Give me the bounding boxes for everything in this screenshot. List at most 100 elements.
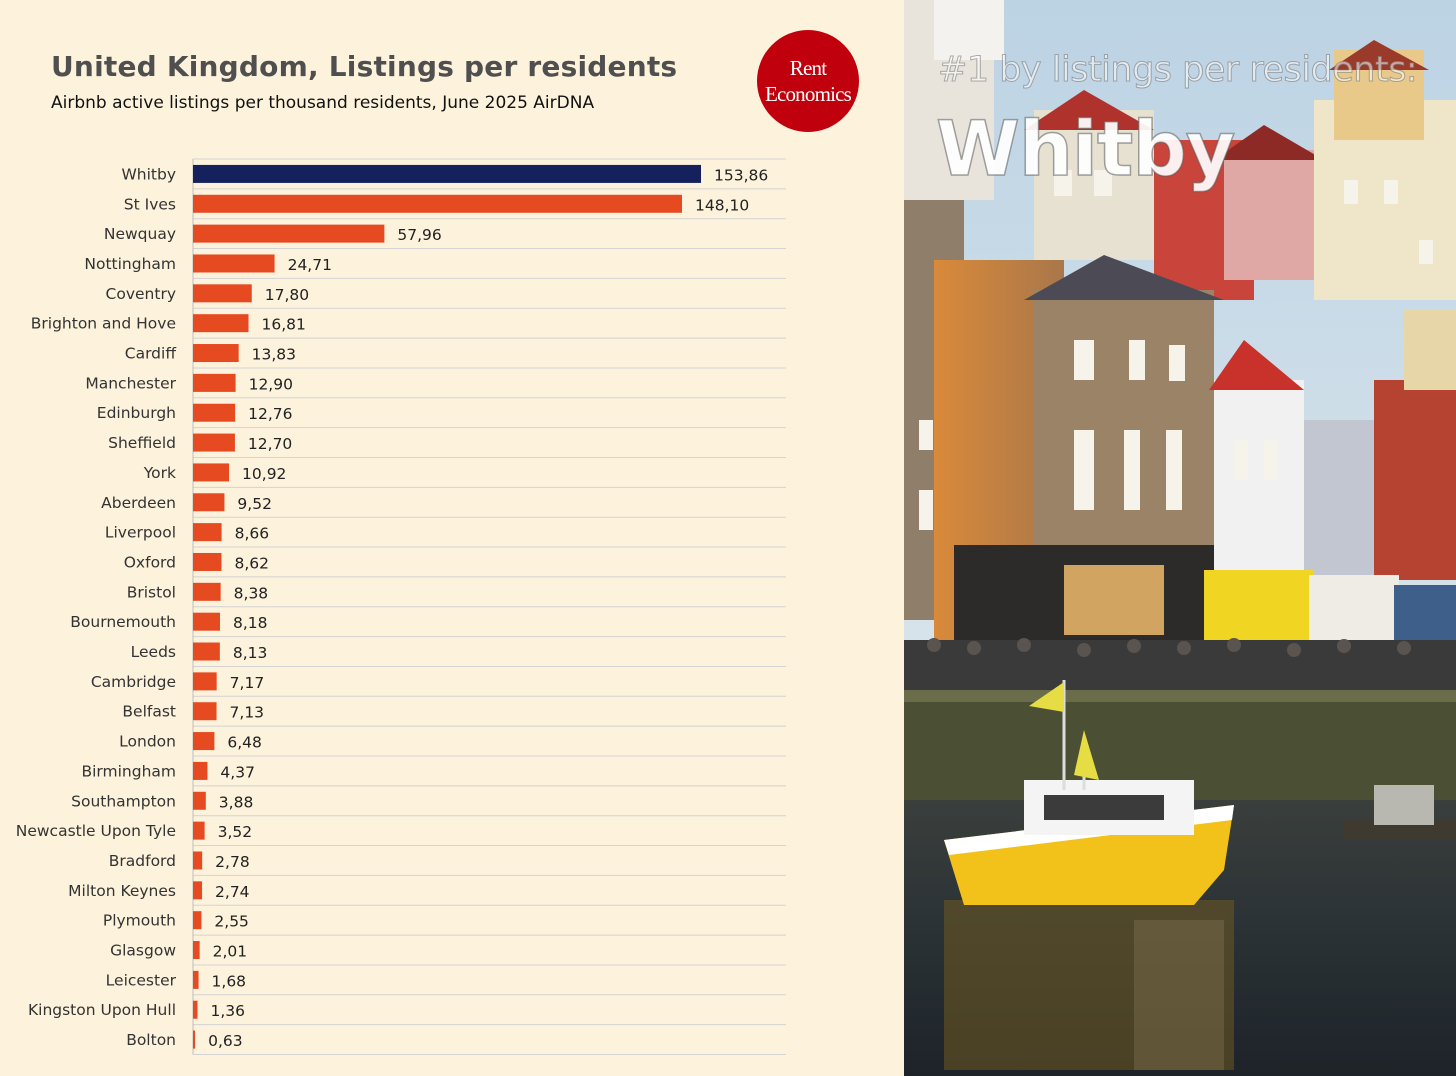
category-label: Bradford xyxy=(109,852,176,870)
category-label: Liverpool xyxy=(105,524,176,542)
bar-22 xyxy=(193,821,205,840)
value-label: 9,52 xyxy=(237,495,272,513)
category-label: Aberdeen xyxy=(101,494,176,512)
bar-29 xyxy=(193,1030,196,1049)
value-label: 12,76 xyxy=(248,405,292,423)
category-label: York xyxy=(143,464,176,482)
rent-economics-logo: Rent Economics xyxy=(757,30,859,132)
bar-12 xyxy=(193,523,222,542)
value-label: 8,13 xyxy=(233,644,268,662)
bar-21 xyxy=(193,791,206,810)
category-label: Cardiff xyxy=(125,345,177,363)
bar-28 xyxy=(193,1000,198,1019)
category-label: Plymouth xyxy=(103,912,176,930)
bar-23 xyxy=(193,851,203,870)
value-label: 148,10 xyxy=(695,196,749,214)
category-label: Nottingham xyxy=(84,255,176,273)
category-label: Manchester xyxy=(85,374,176,392)
bar-chart: Whitby 153,86 St Ives 148,10 Newquay 57,96 Not… xyxy=(16,158,786,1055)
bar-14 xyxy=(193,582,221,601)
value-label: 7,17 xyxy=(230,674,265,692)
category-label: London xyxy=(119,733,176,751)
value-label: 7,13 xyxy=(230,704,265,722)
bar-5 xyxy=(193,314,249,333)
value-label: 24,71 xyxy=(288,256,332,274)
bar-9 xyxy=(193,433,235,452)
category-label: St Ives xyxy=(124,195,176,213)
logo-line-1: Rent xyxy=(789,56,827,80)
category-label: Leeds xyxy=(131,643,176,661)
bar-1 xyxy=(193,194,682,213)
category-label: Southampton xyxy=(71,792,176,810)
logo-line-2: Economics xyxy=(764,82,852,106)
category-label: Newquay xyxy=(104,225,176,243)
bar-19 xyxy=(193,732,215,751)
category-label: Birmingham xyxy=(81,762,176,780)
bar-3 xyxy=(193,254,275,273)
chart-subtitle: Airbnb active listings per thousand resi… xyxy=(51,93,595,113)
category-label: Bolton xyxy=(126,1031,176,1049)
category-label: Glasgow xyxy=(110,942,176,960)
value-label: 4,37 xyxy=(220,763,255,781)
category-label: Bristol xyxy=(127,583,176,601)
value-label: 1,68 xyxy=(212,972,247,990)
value-label: 1,36 xyxy=(210,1002,245,1020)
bar-20 xyxy=(193,761,208,780)
bar-13 xyxy=(193,552,222,571)
category-label: Kingston Upon Hull xyxy=(28,1001,176,1019)
bar-25 xyxy=(193,911,202,930)
value-label: 12,90 xyxy=(249,375,293,393)
value-label: 3,52 xyxy=(218,823,253,841)
category-label: Edinburgh xyxy=(97,404,176,422)
bar-16 xyxy=(193,642,220,661)
category-label: Whitby xyxy=(121,165,176,183)
category-label: Oxford xyxy=(124,553,176,571)
whitby-photo: #1 by listings per residents: Whitby xyxy=(904,0,1456,1076)
category-label: Coventry xyxy=(106,285,176,303)
category-label: Sheffield xyxy=(108,434,176,452)
value-label: 16,81 xyxy=(262,316,306,334)
value-label: 6,48 xyxy=(227,734,262,752)
value-label: 2,78 xyxy=(215,853,250,871)
photo-title: Whitby xyxy=(935,103,1236,194)
category-label: Cambridge xyxy=(91,673,176,691)
bar-6 xyxy=(193,344,239,363)
category-label: Milton Keynes xyxy=(68,882,176,900)
bar-24 xyxy=(193,881,203,900)
value-label: 8,62 xyxy=(234,554,269,572)
category-label: Brighton and Hove xyxy=(31,315,176,333)
bar-18 xyxy=(193,702,217,721)
bar-2 xyxy=(193,224,385,243)
value-label: 8,38 xyxy=(234,584,269,602)
bar-27 xyxy=(193,970,199,989)
category-label: Bournemouth xyxy=(70,613,176,631)
chart-title: United Kingdom, Listings per residents xyxy=(51,50,678,83)
value-label: 0,63 xyxy=(208,1032,243,1050)
harbour-illustration xyxy=(904,0,1456,1076)
value-label: 3,88 xyxy=(219,793,254,811)
value-label: 8,66 xyxy=(235,525,270,543)
bar-7 xyxy=(193,373,236,392)
bar-15 xyxy=(193,612,221,631)
photo-kicker: #1 by listings per residents: xyxy=(937,50,1418,91)
bar-10 xyxy=(193,463,230,482)
value-label: 8,18 xyxy=(233,614,268,632)
bar-11 xyxy=(193,493,225,512)
value-label: 2,55 xyxy=(214,913,249,931)
bar-0 xyxy=(193,164,701,183)
value-label: 2,01 xyxy=(213,943,248,961)
bar-17 xyxy=(193,672,217,691)
category-label: Newcastle Upon Tyle xyxy=(16,822,176,840)
value-label: 10,92 xyxy=(242,465,286,483)
bar-26 xyxy=(193,941,200,960)
chart-panel: United Kingdom, Listings per residents A… xyxy=(15,30,859,1055)
value-label: 57,96 xyxy=(397,226,441,244)
value-label: 2,74 xyxy=(215,883,250,901)
value-label: 12,70 xyxy=(248,435,292,453)
value-label: 153,86 xyxy=(714,166,768,184)
value-label: 13,83 xyxy=(252,346,296,364)
category-label: Leicester xyxy=(106,971,177,989)
category-label: Belfast xyxy=(122,703,176,721)
bar-8 xyxy=(193,403,236,422)
value-label: 17,80 xyxy=(265,286,309,304)
